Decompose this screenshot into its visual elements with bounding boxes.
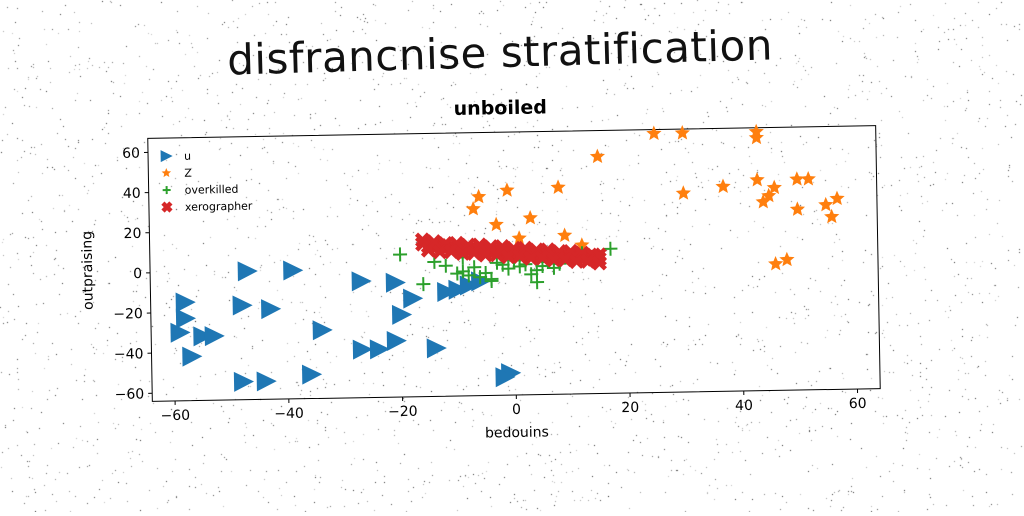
data-point: [790, 201, 805, 216]
data-point: [392, 304, 412, 324]
x-tick-label: −60: [160, 408, 190, 425]
legend-label: xerographer: [185, 200, 253, 214]
data-point: [824, 209, 839, 224]
y-axis-label: outpraising: [79, 231, 96, 310]
data-point: [550, 179, 565, 194]
y-tick-label: 60: [122, 146, 140, 162]
data-point: [313, 320, 333, 340]
data-point: [257, 371, 277, 391]
legend-label: u: [184, 150, 191, 163]
data-point: [646, 125, 661, 140]
x-tick-label: −20: [388, 404, 418, 421]
x-tick-label: 40: [735, 398, 753, 414]
legend-item: xerographer: [163, 200, 253, 215]
data-point: [176, 308, 196, 328]
x-axis-label: bedouins: [485, 424, 549, 441]
data-point: [523, 210, 538, 225]
data-point: [779, 252, 794, 267]
legend-item: Z: [162, 167, 193, 181]
data-points: [167, 122, 848, 393]
data-point: [261, 299, 281, 319]
data-point: [557, 227, 572, 242]
data-point: [676, 185, 691, 200]
legend-label: overkilled: [185, 183, 239, 197]
data-point: [416, 277, 430, 291]
data-point: [439, 259, 453, 273]
data-point: [238, 261, 258, 281]
y-tick-label: −20: [113, 306, 143, 323]
data-point: [427, 338, 447, 358]
data-point: [590, 148, 605, 163]
legend-marker: [163, 203, 171, 211]
y-tick-label: 20: [123, 226, 141, 242]
chart-title: unboiled: [453, 96, 547, 120]
legend-item: u: [161, 150, 192, 164]
data-point: [393, 247, 407, 261]
y-tick-label: −60: [115, 386, 145, 403]
data-point: [489, 217, 504, 232]
data-point: [205, 326, 225, 346]
data-point: [386, 272, 406, 292]
data-point: [499, 182, 514, 197]
legend-item: overkilled: [163, 183, 239, 197]
x-tick-label: −40: [274, 406, 304, 423]
data-point: [675, 125, 690, 140]
y-tick-label: 0: [133, 266, 142, 282]
data-point: [302, 364, 322, 384]
data-point: [715, 178, 730, 193]
legend-marker: [163, 186, 171, 194]
data-point: [818, 197, 833, 212]
data-point: [234, 371, 254, 391]
x-tick-label: 0: [512, 402, 521, 418]
data-point: [352, 271, 372, 291]
data-point: [749, 172, 764, 187]
data-point: [749, 130, 764, 145]
data-point: [465, 201, 480, 216]
legend-label: Z: [184, 167, 192, 180]
data-point: [176, 292, 196, 312]
legend-marker: [162, 168, 172, 177]
data-point: [387, 331, 407, 351]
y-tick-label: 40: [123, 186, 141, 202]
data-point: [789, 171, 804, 186]
data-point: [182, 346, 202, 366]
data-point: [471, 189, 486, 204]
data-point: [801, 171, 816, 186]
x-tick-label: 20: [621, 400, 639, 416]
data-point: [403, 288, 423, 308]
data-point: [233, 295, 253, 315]
data-point: [283, 260, 303, 280]
legend-marker: [161, 150, 173, 162]
x-tick-label: 60: [849, 396, 867, 412]
y-tick-label: −40: [114, 346, 144, 363]
